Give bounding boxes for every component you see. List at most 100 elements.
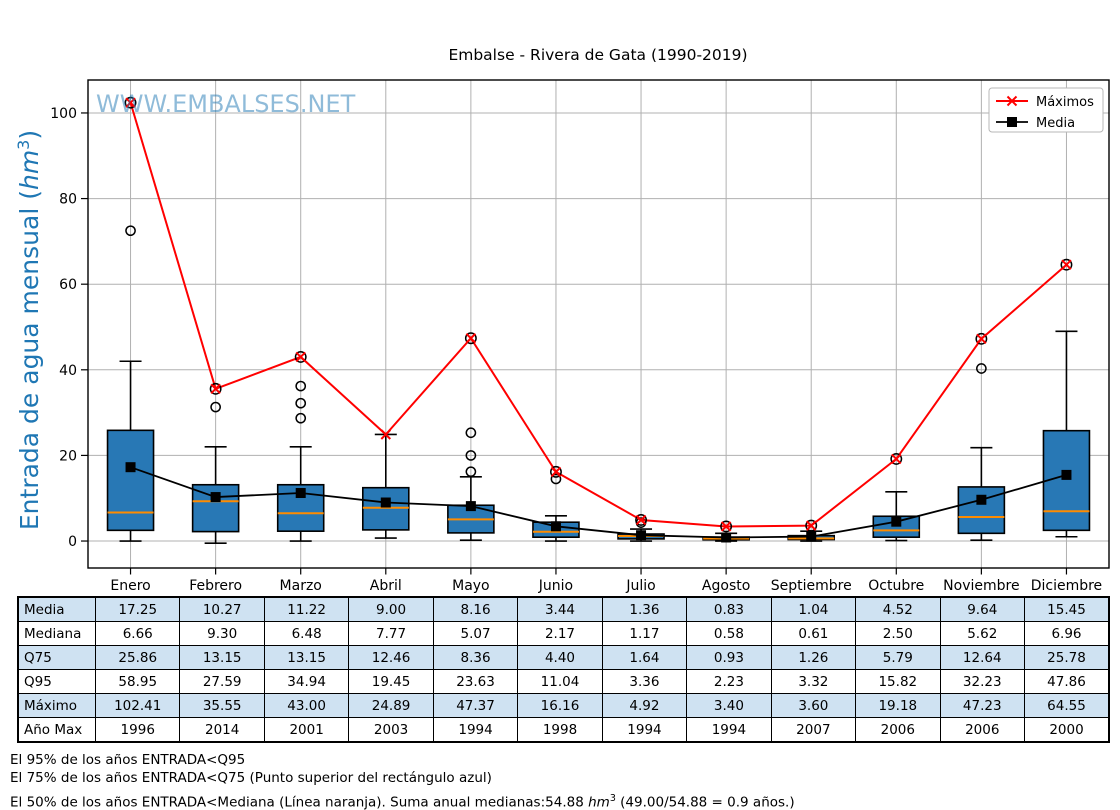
table-cell: 2006 xyxy=(855,717,941,743)
table-cell: 9.00 xyxy=(348,596,434,622)
max-outlier-circle-icon xyxy=(550,465,562,478)
table-cell: 11.04 xyxy=(517,669,603,694)
table-cell: 2.23 xyxy=(686,669,772,694)
chart-title: Embalse - Rivera de Gata (1990-2019) xyxy=(448,46,747,64)
table-cell: 7.77 xyxy=(348,621,434,646)
outlier-circle-icon xyxy=(295,380,307,392)
footnote-line-2: El 75% de los años ENTRADA<Q75 (Punto su… xyxy=(10,770,492,786)
x-marker-icon xyxy=(635,514,647,526)
table-cell: 12.46 xyxy=(348,645,434,670)
legend-label: Media xyxy=(1036,116,1075,131)
table-cell: 35.55 xyxy=(179,693,265,718)
outlier-circle-icon xyxy=(295,397,307,409)
max-outlier-circle-icon xyxy=(464,332,477,345)
table-cell: 2003 xyxy=(348,717,434,743)
max-outlier-circle-icon xyxy=(1060,258,1073,271)
plot-border xyxy=(87,79,1110,569)
x-marker-icon xyxy=(806,520,817,531)
x-tick-label: Enero xyxy=(110,578,150,594)
outlier-circle-icon xyxy=(465,466,477,478)
table-cell: 2014 xyxy=(179,717,265,743)
table-cell: 1996 xyxy=(94,717,181,743)
table-cell: 1.36 xyxy=(601,596,688,622)
table-cell: 19.45 xyxy=(348,669,434,694)
max-outlier-circle-icon xyxy=(975,332,988,345)
table-cell: 1998 xyxy=(517,717,603,743)
table-cell: 24.89 xyxy=(348,693,434,718)
square-marker-icon xyxy=(1061,469,1072,480)
table-cell: 64.55 xyxy=(1023,693,1110,718)
row-header: Mediana xyxy=(17,621,96,646)
outlier-circle-icon xyxy=(550,473,562,485)
legend-x-marker-icon xyxy=(1006,95,1018,107)
x-tick-label: Septiembre xyxy=(771,578,852,594)
square-marker-icon xyxy=(891,516,902,527)
table-cell: 6.48 xyxy=(263,621,350,646)
table-cell: 11.22 xyxy=(263,596,350,622)
table-cell: 10.27 xyxy=(179,596,265,622)
table-cell: 1.64 xyxy=(601,645,688,670)
row-header: Media xyxy=(17,596,96,622)
outlier-circle-icon xyxy=(295,412,307,424)
x-marker-icon xyxy=(125,97,136,108)
y-tick-label: 20 xyxy=(59,448,77,464)
table-cell: 1994 xyxy=(601,717,688,743)
table-cell: 0.58 xyxy=(686,621,772,646)
table-cell: 2000 xyxy=(1023,717,1110,743)
x-marker-icon xyxy=(891,453,902,465)
x-marker-icon xyxy=(210,383,221,395)
table-cell: 25.78 xyxy=(1023,645,1110,670)
boxplot-chart: 0 20 40 60 80 100 Enero Febrero Marzo Abril Mayo Ju… xyxy=(14,46,1110,594)
x-tick-label: Diciembre xyxy=(1031,578,1102,594)
table-cell: 47.86 xyxy=(1023,669,1110,694)
x-marker-icon xyxy=(295,351,306,363)
outlier-circle-icon xyxy=(976,363,987,374)
table-cell: 5.62 xyxy=(939,621,1025,646)
table-cell: 23.63 xyxy=(432,669,519,694)
x-tick-label: Marzo xyxy=(280,578,322,594)
table-cell: 6.66 xyxy=(94,621,181,646)
table-cell: 9.64 xyxy=(939,596,1025,622)
legend-box xyxy=(988,87,1104,133)
x-tick-label: Julio xyxy=(625,578,655,594)
footnote-line-1: El 95% de los años ENTRADA<Q95 xyxy=(10,752,246,768)
y-tick-label: 80 xyxy=(59,192,77,208)
outlier-circle-icon xyxy=(465,450,477,461)
square-marker-icon xyxy=(125,462,136,473)
table-cell: 4.40 xyxy=(517,645,603,670)
square-marker-icon xyxy=(806,531,817,542)
table-cell: 16.16 xyxy=(517,693,603,718)
table-cell: 47.23 xyxy=(939,693,1025,718)
max-outlier-circle-icon xyxy=(720,520,733,533)
x-marker-icon xyxy=(380,429,391,440)
x-marker-icon xyxy=(465,333,477,344)
row-header: Q95 xyxy=(17,669,96,694)
table-cell: 17.25 xyxy=(94,596,181,622)
table-cell: 43.00 xyxy=(263,693,350,718)
square-marker-icon xyxy=(550,521,561,532)
table-cell: 3.32 xyxy=(770,669,857,694)
footnote-line-3: El 50% de los años ENTRADA<Mediana (Líne… xyxy=(10,793,795,810)
table-cell: 9.30 xyxy=(179,621,265,646)
table-cell: 3.44 xyxy=(517,596,603,622)
x-tick-label: Junio xyxy=(538,578,573,594)
table-cell: 13.15 xyxy=(179,645,265,670)
table-cell: 1994 xyxy=(686,717,772,743)
table-cell: 2007 xyxy=(770,717,857,743)
y-tick-label: 100 xyxy=(50,106,77,122)
max-outlier-circle-icon xyxy=(635,514,647,526)
table-cell: 2001 xyxy=(263,717,350,743)
x-tick-label: Agosto xyxy=(702,578,750,594)
x-marker-icon xyxy=(976,333,987,345)
square-marker-icon xyxy=(976,494,987,505)
x-marker-icon xyxy=(550,466,562,478)
square-marker-icon xyxy=(721,532,732,543)
max-outlier-circle-icon xyxy=(209,382,222,395)
table-cell: 8.16 xyxy=(432,596,519,622)
table-cell: 1.26 xyxy=(770,645,857,670)
table-cell: 8.36 xyxy=(432,645,519,670)
table-row: Q95 58.95 27.59 34.94 19.45 23.63 11.04 3.36 2.2… xyxy=(17,669,1110,694)
outlier-circle-icon xyxy=(125,225,136,237)
table-row: Máximo 102.41 35.55 43.00 24.89 47.37 16.16 4.9… xyxy=(17,693,1110,718)
